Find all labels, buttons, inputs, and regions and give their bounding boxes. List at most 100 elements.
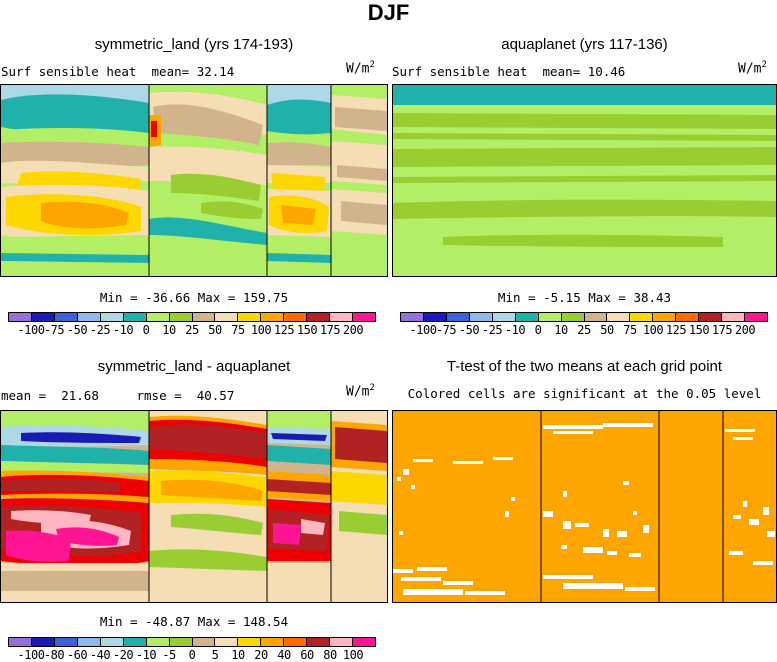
colorbar-tick-label: -10 xyxy=(135,648,157,662)
colorbar-tick-label: 100 xyxy=(342,648,364,662)
colorbar-cell xyxy=(238,638,262,646)
colorbar-cell xyxy=(653,313,677,321)
colorbar-tick-label: 0 xyxy=(188,648,196,662)
nonsignificant-cell xyxy=(543,425,603,429)
panel1-colorbar-ticks: -100 -75 -50 -25 -10 0 10 25 50 75 100 125 150 175 200 xyxy=(8,323,376,337)
colorbar-cell xyxy=(77,638,101,646)
colorbar-cell xyxy=(307,313,331,321)
colorbar-cell xyxy=(123,313,147,321)
colorbar-cell xyxy=(699,313,723,321)
panel3-minmax: Min = -48.87 Max = 148.54 xyxy=(99,614,289,629)
colorbar-cell xyxy=(284,313,308,321)
nonsignificant-cell xyxy=(729,551,743,555)
colorbar-tick-label: 25 xyxy=(577,323,591,337)
colorbar-tick-label: 10 xyxy=(554,323,568,337)
colorbar-tick-label: -80 xyxy=(43,648,65,662)
figure-title: DJF xyxy=(367,0,410,25)
panel3-field xyxy=(1,411,387,602)
colorbar-cell xyxy=(353,638,375,646)
nonsignificant-cell xyxy=(401,577,441,581)
panel2-title: aquaplanet (yrs 117-136) xyxy=(501,36,668,53)
nonsignificant-cell xyxy=(607,551,617,555)
colorbar-cell xyxy=(745,313,767,321)
colorbar-cell xyxy=(330,638,354,646)
colorbar-tick-label: -50 xyxy=(458,323,480,337)
nonsignificant-cell xyxy=(411,485,415,489)
colorbar-cell xyxy=(446,313,470,321)
panel2-map xyxy=(392,84,777,277)
colorbar-tick-label: -100 xyxy=(409,323,437,337)
colorbar-cell xyxy=(238,313,262,321)
nonsignificant-cell xyxy=(403,469,409,475)
colorbar-cell xyxy=(9,313,32,321)
colorbar-cell xyxy=(515,313,539,321)
colorbar-tick-label: -50 xyxy=(66,323,88,337)
panel1-variable: Surf sensible heat mean= 32.14 xyxy=(1,64,235,79)
panel3-title: symmetric_land - aquaplanet xyxy=(97,358,291,375)
nonsignificant-cell xyxy=(413,459,433,462)
colorbar-cell xyxy=(215,638,239,646)
panel1-minmax: Min = -36.66 Max = 159.75 xyxy=(99,290,289,305)
colorbar-tick-label: 200 xyxy=(734,323,756,337)
colorbar-tick-label: 50 xyxy=(600,323,614,337)
panel2-units: W/m2 xyxy=(738,60,767,77)
nonsignificant-cell xyxy=(603,423,653,427)
colorbar-cell xyxy=(584,313,608,321)
colorbar-tick-label: 100 xyxy=(250,323,272,337)
colorbar-cell xyxy=(469,313,493,321)
nonsignificant-cell xyxy=(753,561,773,565)
colorbar-cell xyxy=(330,313,354,321)
colorbar-tick-label: -75 xyxy=(43,323,65,337)
colorbar-cell xyxy=(146,638,170,646)
colorbar-tick-label: 50 xyxy=(208,323,222,337)
nonsignificant-cell xyxy=(543,511,553,517)
colorbar-cell xyxy=(100,638,124,646)
colorbar-tick-label: -25 xyxy=(89,323,111,337)
colorbar-tick-label: 40 xyxy=(277,648,291,662)
colorbar-tick-label: -10 xyxy=(504,323,526,337)
colorbar-tick-label: 0 xyxy=(142,323,150,337)
nonsignificant-cell xyxy=(603,529,609,537)
nonsignificant-cell xyxy=(563,583,623,589)
panel1-colorbar xyxy=(8,312,376,322)
panel2-variable: Surf sensible heat mean= 10.46 xyxy=(392,64,626,79)
panel4-title: T-test of the two means at each grid poi… xyxy=(446,358,723,375)
panel3-colorbar xyxy=(8,637,376,647)
colorbar-cell xyxy=(169,638,193,646)
colorbar-cell xyxy=(401,313,424,321)
panel4-field xyxy=(393,411,776,602)
colorbar-tick-label: 10 xyxy=(162,323,176,337)
nonsignificant-cell xyxy=(397,477,401,481)
colorbar-cell xyxy=(284,638,308,646)
nonsignificant-cell xyxy=(511,497,515,501)
nonsignificant-cell xyxy=(465,591,505,595)
colorbar-cell xyxy=(54,313,78,321)
nonsignificant-cell xyxy=(575,523,589,527)
panel2-minmax: Min = -5.15 Max = 38.43 xyxy=(497,290,672,305)
colorbar-tick-label: 150 xyxy=(296,323,318,337)
colorbar-cell xyxy=(722,313,746,321)
colorbar-tick-label: -100 xyxy=(17,323,45,337)
colorbar-cell xyxy=(100,313,124,321)
nonsignificant-cell xyxy=(543,575,593,579)
nonsignificant-cell xyxy=(563,491,567,497)
colorbar-tick-label: 80 xyxy=(323,648,337,662)
colorbar-tick-label: 125 xyxy=(273,323,295,337)
colorbar-tick-label: 10 xyxy=(231,648,245,662)
nonsignificant-cell xyxy=(453,461,483,464)
panel3-map xyxy=(0,410,388,603)
colorbar-cell xyxy=(123,638,147,646)
nonsignificant-cell xyxy=(623,481,629,485)
colorbar-cell xyxy=(9,638,32,646)
colorbar-cell xyxy=(261,638,285,646)
nonsignificant-cell xyxy=(403,589,463,595)
colorbar-tick-label: -100 xyxy=(17,648,45,662)
colorbar-cell xyxy=(192,313,216,321)
colorbar-tick-label: 175 xyxy=(711,323,733,337)
nonsignificant-cell xyxy=(725,429,755,432)
panel2-field xyxy=(393,85,776,276)
colorbar-tick-label: 125 xyxy=(665,323,687,337)
nonsignificant-cell xyxy=(505,511,509,517)
nonsignificant-cell xyxy=(763,507,769,515)
nonsignificant-cell xyxy=(553,431,593,434)
